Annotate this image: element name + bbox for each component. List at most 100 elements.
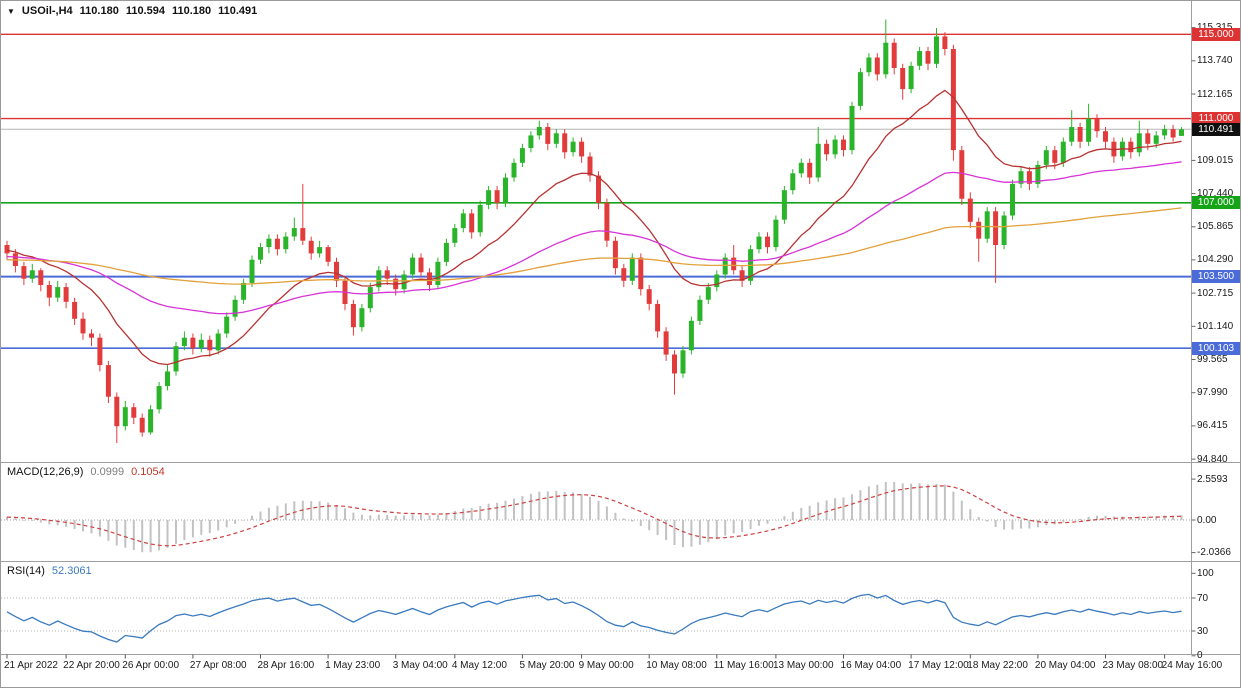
candle-body [714,274,720,288]
candle-body [139,417,145,433]
candle-body [832,139,838,155]
candle-body [976,221,982,239]
time-axis-label: 20 May 04:00 [1034,660,1096,671]
candle-body [80,318,86,334]
candle-body [1094,118,1100,132]
macd-bar [1155,516,1158,520]
candle-body [410,257,416,275]
candle-body [359,308,365,328]
macd-bar [1062,520,1065,523]
candle-body [190,337,196,349]
macd-bar [251,515,253,520]
macd-bar [1087,516,1090,520]
macd-bar [977,517,980,520]
macd-bar [208,520,211,533]
time-axis-label: 3 May 04:00 [392,660,448,671]
rsi-axis-label: 30 [1197,625,1209,637]
candle-body [765,236,770,248]
price-axis-label: 102.715 [1197,287,1234,299]
candle-body [587,156,593,176]
candle-body [646,289,652,304]
macd-bar [521,496,524,520]
candle-body [942,36,948,49]
candle-body [418,257,424,273]
candle-body [857,72,863,106]
price-axis-label: 115.315 [1197,22,1232,33]
macd-bar [462,508,465,520]
price-axis-label: 105.865 [1197,221,1234,233]
candle-body [249,259,255,283]
macd-bar [876,484,879,520]
candle-body [148,409,154,433]
candle-body [122,407,128,427]
candle-body [384,270,390,279]
price-axis-label: 101.140 [1197,320,1234,332]
macd-bar [732,520,735,534]
candle-body [1010,183,1015,216]
macd-bar [901,483,904,520]
macd-bar [1003,520,1006,530]
candle-body [300,228,306,241]
ohlc-high: 110.594 [125,5,165,17]
macd-bar [1146,516,1149,520]
macd-bar [893,481,896,520]
candle-body [680,350,686,374]
candle-body [807,162,813,178]
candle-body [4,245,10,254]
candle-body [291,228,297,237]
rsi-value: 52.3061 [51,565,92,577]
ohlc-close: 110.491 [218,5,258,17]
macd-bar [707,520,710,543]
expand-arrow-icon[interactable]: ▼ [7,6,15,16]
macd-bar [513,498,515,520]
price-axis-label: 104.290 [1197,254,1234,266]
candle-body [731,257,737,271]
candle-body [874,57,880,75]
candle-body [579,141,585,157]
price-axis-label: 113.740 [1197,55,1233,67]
candle-body [722,257,728,275]
candle-body [105,365,111,397]
candle-body [1103,131,1108,142]
macd-bar [259,511,262,520]
macd-bar [445,513,448,520]
macd-bar [1172,515,1175,520]
macd-bar [1138,516,1141,520]
candle-body [984,211,990,239]
macd-bar [428,515,431,520]
candle-body [1001,215,1007,245]
candle-body [215,333,221,351]
macd-bar [783,516,786,520]
macd-bar [969,509,972,520]
macd-bar [403,515,406,520]
candle-body [503,177,508,203]
macd-bar [673,520,676,545]
macd-bar [546,491,549,520]
candle-body [198,339,204,349]
ohlc-open: 110.180 [79,5,119,17]
macd-bar [386,514,389,520]
ohlc-low: 110.180 [171,5,212,17]
candle-body [866,57,872,73]
price-axis-label: 94.840 [1197,453,1228,465]
price-axis-label: 107.440 [1197,188,1234,200]
candle-body [967,198,973,222]
macd-bar [614,512,617,520]
candle-body [1043,150,1049,165]
macd-bar [225,520,228,528]
rsi-line [6,593,1182,643]
macd-bar [1036,520,1039,528]
macd-bar [318,501,321,520]
macd-bar [741,520,744,533]
macd-bar [56,520,59,526]
candle-body [114,396,120,427]
candle-body [528,135,534,148]
time-axis-label: 1 May 23:00 [325,660,381,671]
candle-body [258,247,263,260]
candle-body [325,247,331,262]
macd-bar [420,514,422,520]
macd-bar [48,520,51,525]
candle-body [841,139,846,151]
macd-bar [605,506,608,520]
